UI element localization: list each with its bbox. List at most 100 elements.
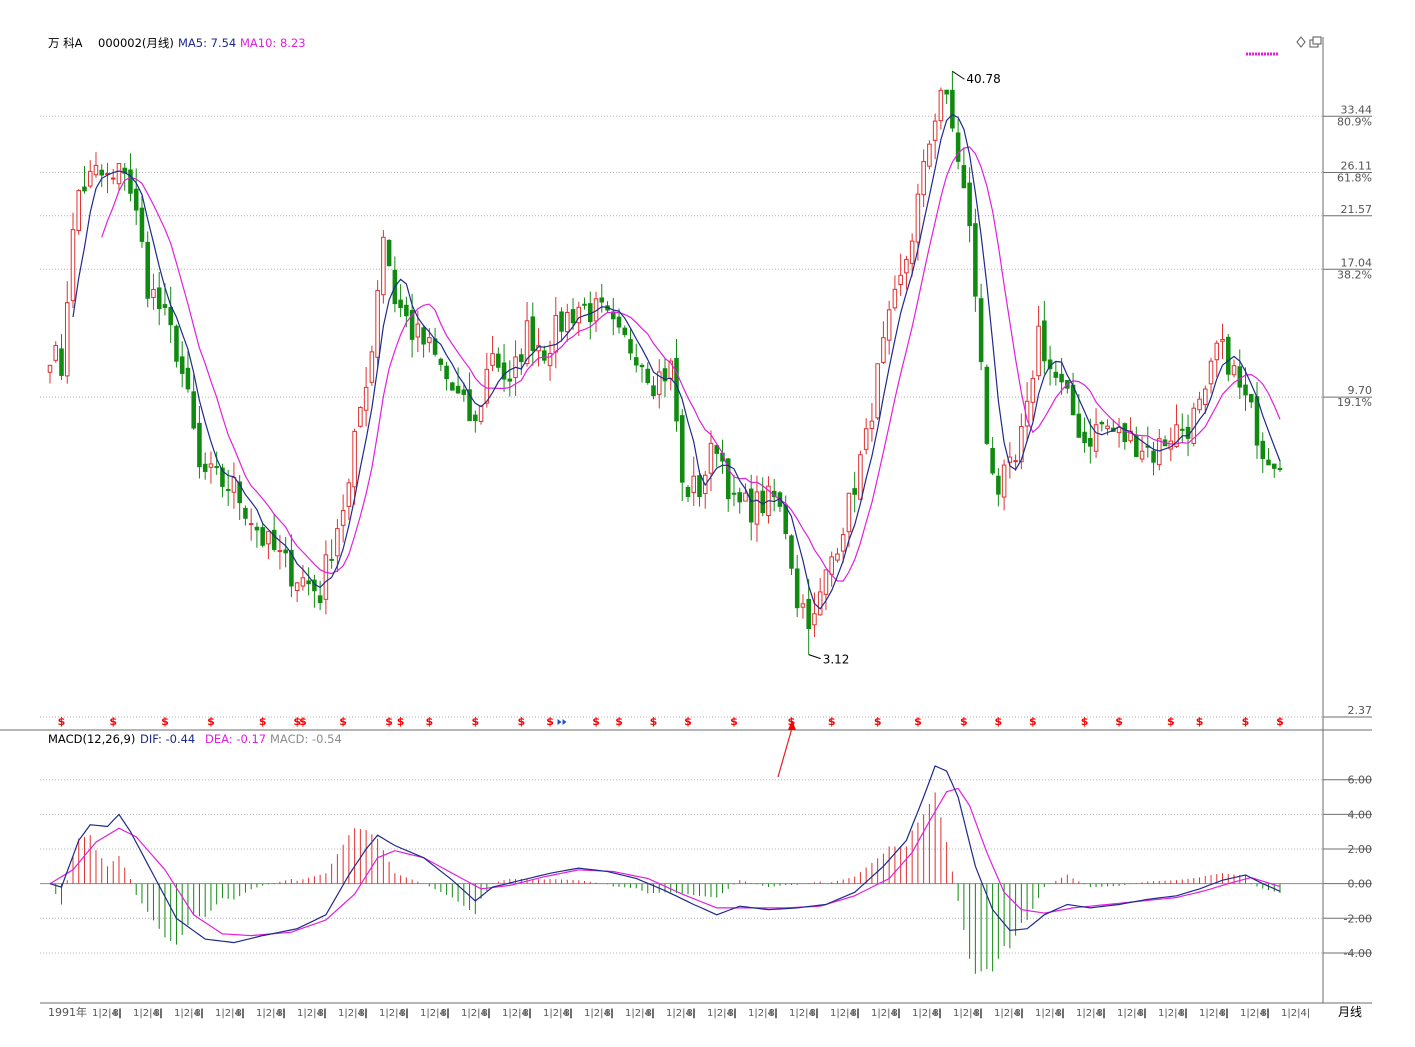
candle-body (162, 304, 168, 308)
candle-body (806, 598, 811, 630)
candle-body (714, 445, 720, 454)
candle-body (1197, 398, 1202, 411)
candle-body (82, 186, 87, 192)
x-tick-label: 1|2|4| (1076, 1008, 1105, 1019)
candle-body (1231, 365, 1237, 376)
dollar-signal-icon: $ (207, 715, 215, 728)
x-tick-label: 1|2|4| (1199, 1008, 1228, 1019)
window-restore-icon[interactable] (1309, 36, 1322, 48)
candle-body (973, 223, 978, 297)
candle-body (254, 526, 260, 531)
candle-body (191, 391, 196, 429)
candle-body (421, 327, 426, 345)
x-tick-label: 8| (1056, 1008, 1066, 1019)
candle-body (231, 477, 237, 493)
candle-body (467, 389, 472, 422)
candle-body (639, 364, 645, 368)
candle-body (266, 530, 271, 545)
period-label: 月线 (1338, 1005, 1362, 1019)
candle-body (737, 492, 742, 503)
candle-body (886, 309, 892, 341)
macd-value-label: MACD: -0.54 (270, 732, 342, 746)
dollar-signal-icon: $ (109, 715, 117, 728)
candle-body (904, 258, 909, 274)
candle-body (289, 550, 294, 587)
price-tick-label: 21.57 (1341, 203, 1373, 216)
dollar-signal-icon: $ (684, 715, 692, 728)
dea-label: DEA: -0.17 (205, 732, 266, 746)
dollar-signal-icon: $ (960, 715, 968, 728)
dollar-signal-icon: $ (874, 715, 882, 728)
price-tick-label: 26.11 (1341, 159, 1373, 172)
x-tick-label: 1|2|4| (912, 1008, 941, 1019)
x-tick-label: 8| (605, 1008, 615, 1019)
x-tick-label: 8| (359, 1008, 369, 1019)
candle-body (633, 357, 639, 366)
ma10-label: MA10: 8.23 (240, 36, 306, 50)
dollar-signal-icon: $ (1081, 715, 1089, 728)
candle-body (110, 177, 116, 180)
candle-body (559, 311, 564, 332)
candle-body (53, 345, 59, 361)
dollar-signal-icon: $ (650, 715, 658, 728)
candle-body (47, 364, 53, 373)
candle-body (93, 164, 99, 176)
candle-body (875, 363, 880, 419)
candle-body (610, 311, 616, 320)
candle-body (1266, 459, 1271, 466)
price-gridlines (40, 115, 1372, 718)
dollar-signal-icon: $ (1196, 715, 1204, 728)
candle-body (151, 288, 156, 298)
x-axis-start-label: 1991年 (48, 1005, 87, 1019)
dollar-signal-icon: $ (592, 715, 600, 728)
candle-body (984, 366, 990, 444)
candle-body (358, 406, 363, 427)
candle-body (1036, 325, 1041, 377)
candle-body (950, 89, 955, 129)
candle-body (869, 420, 875, 429)
x-tick-label: 1|2|4| (133, 1008, 162, 1019)
candle-body (214, 466, 219, 469)
x-tick-label: 8| (933, 1008, 943, 1019)
candle-body (64, 302, 70, 377)
candle-body (990, 447, 995, 474)
candle-body (519, 354, 524, 363)
x-tick-label: 1|2|4| (707, 1008, 736, 1019)
candle-body (208, 463, 214, 468)
candle-body (1151, 450, 1156, 463)
x-tick-label: 1|2|4| (1281, 1008, 1310, 1019)
candle-body (1042, 320, 1047, 362)
candle-body (881, 337, 886, 363)
dollar-signal-icon: $ (615, 715, 623, 728)
candle-body (133, 188, 139, 211)
candle-body (484, 368, 490, 404)
dollar-signal-icon: $ (339, 715, 347, 728)
x-tick-label: 8| (1015, 1008, 1025, 1019)
x-tick-label: 8| (400, 1008, 410, 1019)
x-tick-label: 1|2|4| (502, 1008, 531, 1019)
candle-body (1248, 393, 1254, 403)
candle-body (1139, 450, 1145, 460)
candle-body (116, 163, 122, 185)
candle-body (404, 304, 409, 317)
candle-body (645, 368, 651, 384)
ma5-line (72, 113, 1281, 610)
candle-body (381, 236, 386, 296)
candle-body (496, 353, 501, 368)
candle-body (679, 415, 685, 483)
candle-body (1093, 424, 1099, 452)
macd-histogram (55, 792, 1281, 974)
candle-body (1243, 384, 1248, 396)
x-tick-label: 8| (564, 1008, 574, 1019)
candle-body (185, 367, 191, 390)
x-tick-label: 8| (318, 1008, 328, 1019)
dollar-signal-icon: $ (471, 715, 479, 728)
diamond-icon[interactable] (1296, 36, 1306, 48)
price-tick-pct: 61.8% (1337, 171, 1372, 184)
candle-body (1076, 413, 1082, 438)
candle-body (932, 120, 938, 141)
candle-body (398, 299, 403, 309)
macd-tick-label: 0.00 (1348, 878, 1373, 891)
dollar-signal-icon: $ (995, 715, 1003, 728)
